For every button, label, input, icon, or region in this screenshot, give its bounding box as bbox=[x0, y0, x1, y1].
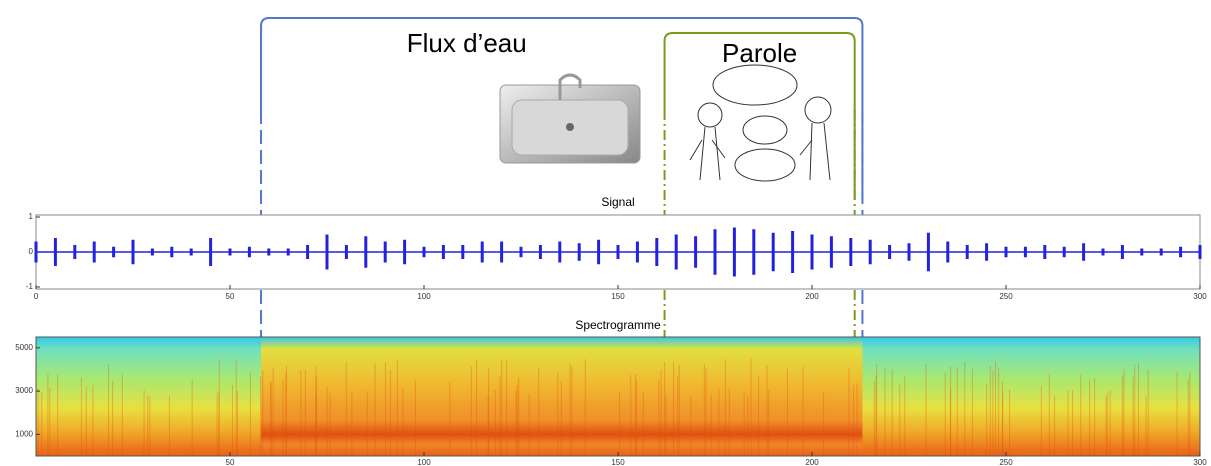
x-tick-label: 200 bbox=[805, 458, 819, 466]
speech-illustration bbox=[690, 65, 831, 181]
y-tick-label: -1 bbox=[26, 282, 34, 291]
signal-title: Signal bbox=[601, 195, 634, 209]
y-tick-label: 0 bbox=[29, 247, 34, 256]
x-tick-label: 150 bbox=[611, 292, 625, 301]
sink-illustration bbox=[500, 75, 640, 163]
spectrogram-title: Spectrogramme bbox=[575, 318, 661, 332]
x-tick-label: 300 bbox=[1193, 458, 1207, 466]
x-tick-label: 50 bbox=[226, 292, 235, 301]
y-tick-label: 3000 bbox=[15, 386, 33, 395]
y-tick-label: 5000 bbox=[15, 343, 33, 352]
plots: Spectrogramme10003000500050 100 150 200 250 3… bbox=[15, 195, 1207, 466]
x-tick-label: 300 bbox=[1193, 292, 1207, 301]
x-tick-label: 50 bbox=[226, 458, 235, 466]
y-tick-label: 1 bbox=[29, 212, 34, 221]
x-tick-label: 250 bbox=[999, 292, 1013, 301]
x-tick-label: 200 bbox=[805, 292, 819, 301]
x-tick-label: 0 bbox=[34, 292, 39, 301]
x-tick-label: 150 bbox=[611, 458, 625, 466]
water-label: Flux d’eau bbox=[407, 28, 527, 58]
speech-label: Parole bbox=[722, 38, 797, 68]
x-tick-label: 100 bbox=[417, 292, 431, 301]
x-tick-label: 250 bbox=[999, 458, 1013, 466]
y-tick-label: 1000 bbox=[15, 429, 33, 438]
x-tick-label: 100 bbox=[417, 458, 431, 466]
